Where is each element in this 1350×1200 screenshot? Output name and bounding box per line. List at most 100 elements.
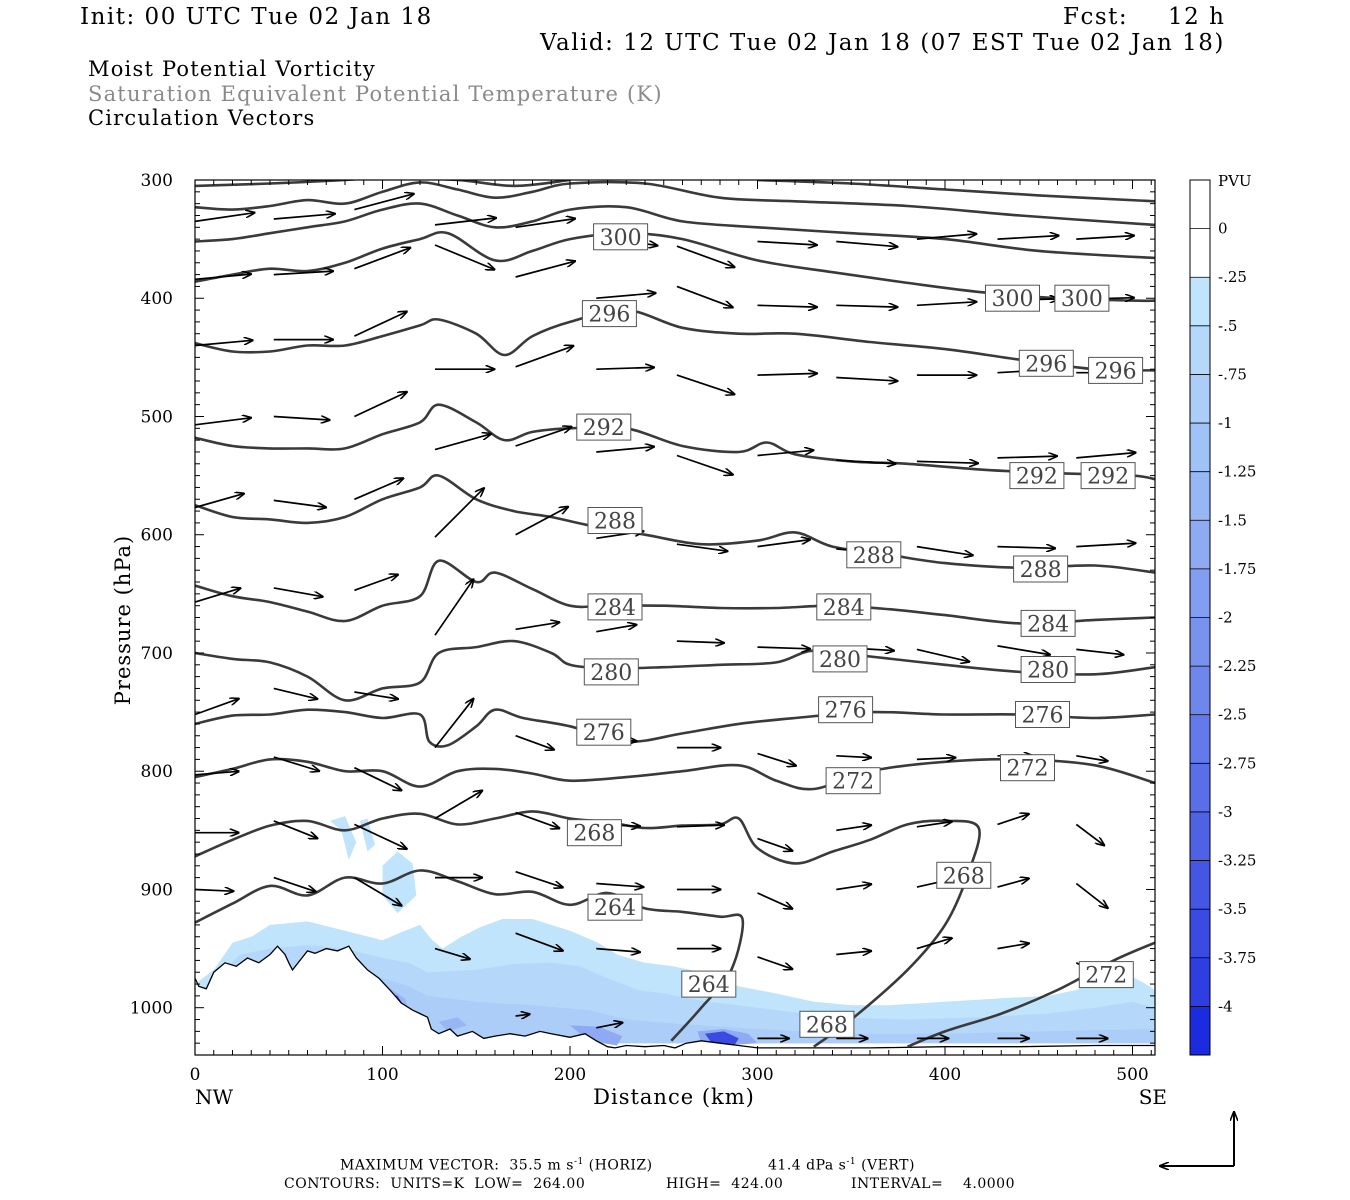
contour-label-box bbox=[1009, 462, 1065, 490]
contour-label: 272 bbox=[1078, 961, 1134, 989]
circulation-vector bbox=[354, 312, 406, 337]
contour-label-box bbox=[1020, 609, 1076, 637]
circulation-vector bbox=[273, 756, 319, 771]
contour-label-text: 300 bbox=[1061, 287, 1103, 312]
contours-line: CONTOURS: UNITS=K LOW= 264.00 bbox=[284, 1176, 585, 1192]
colorbar-swatch bbox=[1190, 666, 1210, 716]
colorbar-swatch bbox=[1190, 763, 1210, 813]
contour-label: 292 bbox=[1080, 462, 1136, 490]
contour-label-text: 288 bbox=[1020, 558, 1062, 583]
theta-contour bbox=[195, 230, 1155, 303]
colorbar-label: -2.25 bbox=[1218, 657, 1256, 675]
circulation-vector bbox=[194, 213, 254, 223]
circulation-vector bbox=[354, 823, 406, 849]
circulation-vector bbox=[515, 1014, 530, 1016]
pv-colorbar: 0 -.25 -.5 -.75 -1 -1.25 -1.5 -1.75 -2 -2.25 -2.5 -… bbox=[1189, 179, 1256, 1056]
contour-label-box bbox=[1000, 754, 1055, 782]
contour-label-text: 300 bbox=[600, 226, 642, 251]
circulation-vector bbox=[757, 892, 793, 909]
circulation-vector bbox=[1076, 754, 1107, 761]
contour-label-text: 292 bbox=[1016, 465, 1058, 490]
contour-label-box bbox=[816, 593, 872, 621]
circulation-vector bbox=[354, 194, 413, 211]
field-title-mpv: Moist Potential Vorticity bbox=[88, 57, 376, 81]
circulation-vector bbox=[515, 811, 560, 829]
colorbar-swatch bbox=[1190, 909, 1210, 959]
pv-shading bbox=[195, 816, 1155, 1046]
circulation-vector bbox=[836, 756, 871, 758]
contour-labels: 300 300 300 296 296 296 292 292 292 288 288 288 284 2… bbox=[566, 223, 1144, 1038]
circulation-vector bbox=[354, 392, 406, 418]
circulation-vector bbox=[434, 434, 491, 451]
contour-label-box bbox=[581, 300, 637, 328]
colorbar-swatch bbox=[1190, 325, 1210, 375]
colorbar-swatch bbox=[1190, 617, 1210, 667]
contours-interval-label: INTERVAL= bbox=[851, 1176, 944, 1192]
pv-region bbox=[570, 1025, 623, 1046]
contour-label-text: 276 bbox=[583, 721, 625, 746]
contour-label-box bbox=[583, 658, 639, 686]
circulation-vector bbox=[836, 240, 897, 247]
contour-label-box bbox=[818, 696, 874, 724]
contour-label-text: 280 bbox=[590, 661, 632, 686]
circulation-vector bbox=[596, 625, 636, 633]
field-title-vectors: Circulation Vectors bbox=[88, 106, 316, 130]
contour-label-box bbox=[587, 507, 643, 534]
colorbar-label: -3 bbox=[1218, 803, 1233, 821]
contour-label-box bbox=[1018, 349, 1074, 377]
horiz-tag: (HORIZ) bbox=[588, 1157, 653, 1174]
contour-label: 268 bbox=[936, 861, 992, 889]
circulation-vector bbox=[515, 219, 575, 229]
contour-label-box bbox=[681, 970, 737, 998]
contours-low-value: 264.00 bbox=[533, 1176, 586, 1192]
contour-label-text: 288 bbox=[594, 510, 636, 535]
terrain-mask bbox=[195, 946, 1155, 1055]
contour-label-text: 284 bbox=[823, 596, 865, 621]
circulation-vector bbox=[273, 587, 323, 597]
colorbar-label: -3.75 bbox=[1218, 949, 1256, 967]
circulation-vector bbox=[273, 214, 335, 220]
contour-label: 300 bbox=[985, 284, 1040, 312]
contour-label-box bbox=[812, 645, 868, 673]
circulation-vector bbox=[515, 932, 563, 951]
colorbar-label: -1 bbox=[1218, 414, 1233, 432]
circulation-vector bbox=[997, 878, 1029, 888]
y-tick-label: 1000 bbox=[130, 999, 173, 1019]
circulation-vector bbox=[515, 261, 575, 278]
max-vector-line: MAXIMUM VECTOR: 35.5 m s-1 (HORIZ) bbox=[340, 1157, 653, 1174]
contour-label-text: 276 bbox=[825, 699, 867, 724]
contour-label-text: 268 bbox=[943, 864, 985, 889]
contour-label-text: 284 bbox=[594, 596, 636, 621]
contour-label: 276 bbox=[1015, 701, 1070, 729]
colorbar-title: PVU bbox=[1218, 172, 1252, 190]
contour-label-text: 296 bbox=[1025, 352, 1067, 377]
x-tick-label: 500 bbox=[1116, 1065, 1148, 1085]
contour-label: 264 bbox=[681, 970, 737, 998]
colorbar-swatch bbox=[1190, 277, 1210, 327]
pv-region bbox=[382, 851, 417, 914]
circulation-vector bbox=[757, 752, 796, 766]
circulation-vector bbox=[194, 418, 251, 426]
contour-label-box bbox=[936, 861, 992, 889]
y-tick-label: 500 bbox=[141, 407, 173, 427]
circulation-vector bbox=[354, 766, 401, 791]
circulation-vector bbox=[916, 938, 952, 950]
contour-label: 288 bbox=[587, 507, 643, 535]
colorbar-label: -1.5 bbox=[1218, 511, 1247, 529]
contour-label: 288 bbox=[846, 541, 902, 569]
contour-label: 296 bbox=[581, 300, 637, 328]
circulation-vector bbox=[596, 367, 654, 369]
circulation-vector bbox=[916, 545, 973, 556]
circulation-vector bbox=[1076, 236, 1134, 240]
colorbar-swatch bbox=[1190, 860, 1210, 910]
circulation-vector bbox=[434, 488, 484, 538]
colorbar-label: -4 bbox=[1218, 997, 1233, 1015]
contour-label: 292 bbox=[576, 413, 632, 441]
circulation-vector bbox=[194, 274, 251, 281]
colorbar-label: -1.75 bbox=[1218, 560, 1256, 578]
circulation-vector bbox=[194, 340, 253, 347]
contours-units: UNITS=K bbox=[390, 1176, 465, 1192]
circulation-vector bbox=[354, 478, 403, 501]
colorbar-swatch bbox=[1190, 228, 1210, 278]
contours-high: HIGH= 424.00 bbox=[666, 1176, 783, 1192]
